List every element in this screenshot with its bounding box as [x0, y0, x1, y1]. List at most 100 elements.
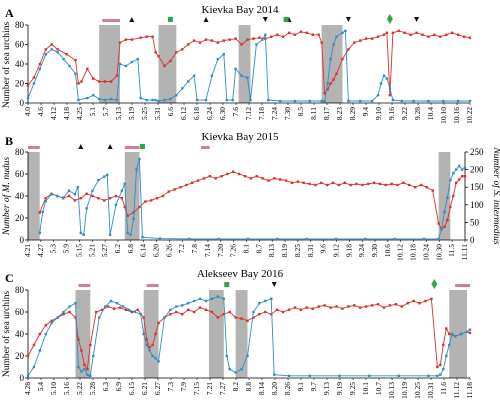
black-down-triangle-marker [262, 17, 268, 22]
data-point-red [287, 31, 291, 34]
data-point-blue [175, 94, 178, 97]
data-point-red [391, 31, 395, 34]
data-point-red [421, 33, 424, 36]
data-point-red [186, 308, 190, 311]
data-point-red [436, 365, 439, 369]
x-tick-label: 7.8 [190, 244, 199, 254]
pink-marker-bar [124, 146, 140, 149]
data-point-red [142, 316, 145, 319]
x-tick-label: 10.6 [383, 244, 392, 257]
data-point-red [279, 178, 282, 181]
data-point-blue [225, 354, 228, 358]
data-point-blue [32, 82, 36, 85]
data-point-red [91, 194, 94, 198]
data-point-red [267, 179, 270, 182]
data-point-blue [252, 310, 255, 314]
green-diamond-marker [386, 14, 393, 24]
data-point-red [228, 310, 231, 314]
green-square-marker [283, 17, 289, 22]
data-point-red [97, 197, 100, 200]
data-point-red [145, 338, 148, 341]
data-point-red [169, 313, 172, 316]
data-point-blue [412, 99, 415, 103]
data-point-red [169, 59, 172, 63]
data-point-red [118, 306, 122, 309]
data-point-red [222, 313, 225, 316]
data-point-red [290, 181, 294, 184]
data-point-red [216, 316, 220, 319]
data-point-red [281, 310, 285, 314]
pink-marker-bar [146, 284, 159, 287]
data-point-red [86, 368, 89, 371]
data-point-red [364, 37, 368, 40]
x-tick-label: 6.12 [179, 107, 188, 120]
data-point-red [355, 182, 358, 186]
data-point-red [167, 190, 170, 193]
black-up-triangle-marker [78, 144, 84, 149]
data-point-blue [135, 168, 138, 171]
data-point-red [252, 316, 255, 319]
data-point-red [157, 55, 160, 58]
data-point-blue [246, 354, 249, 358]
data-point-blue [217, 237, 220, 241]
data-point-red [370, 304, 374, 307]
x-tick-label: 9.25 [348, 382, 357, 395]
data-point-blue [74, 302, 77, 305]
data-point-blue [422, 237, 426, 241]
data-point-blue [136, 57, 139, 61]
x-tick-label: 6.15 [127, 382, 136, 395]
x-tick-label: 7.30 [283, 107, 292, 120]
data-point-blue [89, 374, 92, 377]
x-tick-label: 7.15 [192, 382, 201, 395]
x-tick-label: 4.21 [23, 244, 32, 257]
data-point-blue [91, 189, 94, 192]
data-point-red [234, 37, 237, 40]
data-point-blue [44, 332, 47, 336]
data-point-red [382, 306, 386, 309]
black-down-triangle-marker [414, 17, 420, 22]
data-point-red [305, 306, 309, 309]
data-point-red [50, 43, 53, 46]
data-point-blue [240, 74, 243, 77]
data-point-blue [50, 321, 53, 325]
data-point-red [148, 346, 151, 349]
x-tick-label: 7.18 [257, 107, 266, 120]
data-point-blue [77, 98, 80, 102]
x-tick-label: 5.10 [49, 382, 58, 395]
data-point-blue [308, 374, 312, 377]
data-point-blue [44, 53, 47, 56]
data-point-red [439, 35, 442, 38]
data-point-red [97, 80, 101, 83]
data-point-red [452, 194, 455, 198]
data-point-blue [124, 64, 128, 68]
data-point-red [252, 37, 255, 40]
x-tick-label: 4.12 [49, 107, 58, 120]
x-tick-label: 8.25 [293, 244, 302, 257]
data-point-red [359, 39, 362, 42]
data-point-blue [234, 371, 237, 374]
data-point-red [80, 349, 83, 352]
x-tick-label: 8.1 [242, 244, 251, 254]
y-tick-label: 80 [15, 285, 25, 295]
data-point-blue [326, 82, 329, 85]
data-point-red [388, 304, 392, 307]
x-tick-label: 8.2 [231, 382, 240, 392]
data-point-red [83, 363, 86, 366]
data-point-red [456, 33, 460, 36]
x-tick-label: 5.27 [100, 244, 109, 257]
data-point-red [175, 51, 178, 54]
data-point-blue [85, 207, 88, 210]
data-point-blue [115, 302, 119, 305]
data-point-blue [148, 349, 151, 352]
x-tick-label: 8.20 [270, 382, 279, 395]
x-tick-label: 10.25 [413, 382, 422, 399]
data-point-blue [139, 96, 142, 100]
data-point-blue [261, 38, 264, 41]
data-point-red [124, 38, 128, 41]
data-point-red [463, 175, 467, 178]
x-tick-label: 5.25 [140, 107, 149, 120]
x-tick-label: 9.16 [387, 107, 396, 120]
data-point-red [468, 331, 472, 335]
data-point-blue [276, 237, 279, 241]
data-point-red [68, 310, 71, 314]
